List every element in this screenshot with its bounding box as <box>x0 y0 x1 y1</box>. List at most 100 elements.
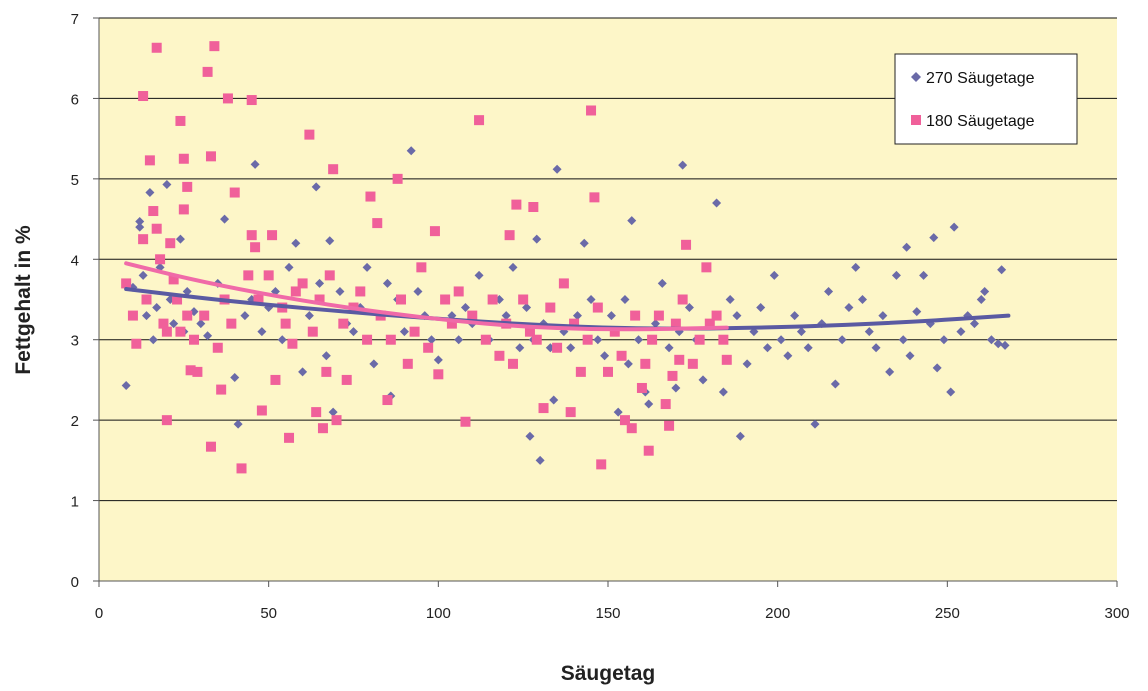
point-square <box>596 459 607 470</box>
point-diamond <box>579 238 589 248</box>
point-diamond <box>304 311 314 321</box>
point-square <box>603 366 613 377</box>
point-square <box>524 326 535 337</box>
point-diamond <box>382 278 392 288</box>
point-diamond <box>634 335 644 345</box>
point-diamond <box>762 343 772 353</box>
point-square <box>212 342 223 353</box>
point-square <box>270 374 281 385</box>
point-diamond <box>929 233 939 243</box>
legend-label-180: 180 Säugetage <box>926 113 1035 130</box>
point-square <box>558 278 569 289</box>
point-diamond <box>671 383 681 393</box>
point-square <box>250 242 261 253</box>
point-square <box>528 202 539 213</box>
point-square <box>681 239 692 250</box>
point-square <box>480 334 491 345</box>
point-square <box>372 218 383 229</box>
point-diamond <box>121 381 131 391</box>
point-square <box>297 278 308 289</box>
point-square <box>175 326 186 337</box>
point-square <box>538 403 549 414</box>
point-diamond <box>871 343 881 353</box>
x-tick-label: 250 <box>935 605 960 622</box>
point-square <box>131 338 142 349</box>
point-diamond <box>572 311 582 321</box>
point-diamond <box>644 399 654 409</box>
point-square <box>423 342 434 353</box>
point-diamond <box>135 222 145 232</box>
point-square <box>701 262 712 273</box>
point-diamond <box>902 242 912 252</box>
point-diamond <box>369 359 379 369</box>
point-diamond <box>803 343 813 353</box>
point-square <box>314 294 325 305</box>
point-square <box>474 115 485 126</box>
point-square <box>575 366 586 377</box>
point-square <box>205 441 216 452</box>
legend-marker-270 <box>911 72 921 82</box>
point-square <box>253 294 264 305</box>
point-square <box>151 42 162 53</box>
point-square <box>355 286 366 297</box>
point-diamond <box>311 182 321 192</box>
point-diamond <box>593 335 603 345</box>
point-square <box>138 91 149 102</box>
point-square <box>582 334 593 345</box>
point-diamond <box>997 265 1007 275</box>
point-square <box>236 463 247 474</box>
point-square <box>216 384 227 395</box>
point-square <box>287 338 298 349</box>
point-square <box>446 318 457 329</box>
point-diamond <box>623 359 633 369</box>
axis-ticks <box>93 17 1118 587</box>
x-tick-labels: 0 50 100 150 200 250 300 <box>95 605 1130 622</box>
point-diamond <box>742 359 752 369</box>
point-diamond <box>919 270 929 280</box>
point-square <box>643 445 654 456</box>
point-square <box>328 164 339 175</box>
point-diamond <box>756 303 766 313</box>
point-square <box>141 294 152 305</box>
point-diamond <box>240 311 250 321</box>
point-diamond <box>993 339 1003 349</box>
point-square <box>158 318 169 329</box>
point-square <box>341 374 352 385</box>
point-square <box>647 334 658 345</box>
point-square <box>552 342 563 353</box>
point-diamond <box>586 295 596 304</box>
point-square <box>205 151 216 162</box>
point-diamond <box>810 419 820 429</box>
point-diamond <box>508 262 518 272</box>
point-diamond <box>864 327 874 337</box>
point-square <box>609 326 620 337</box>
point-square <box>168 274 179 285</box>
point-diamond <box>1000 340 1010 350</box>
point-diamond <box>566 343 576 353</box>
trendline-0 <box>124 287 1011 331</box>
point-square <box>209 41 220 52</box>
point-square <box>660 399 671 410</box>
point-diamond <box>712 198 722 208</box>
point-diamond <box>532 234 542 244</box>
point-diamond <box>148 335 158 345</box>
point-diamond <box>325 236 335 246</box>
y-tick-label: 1 <box>71 494 79 511</box>
x-tick-label: 150 <box>595 605 620 622</box>
point-diamond <box>515 343 525 353</box>
point-diamond <box>321 351 331 361</box>
point-square <box>307 326 318 337</box>
point-square <box>416 262 427 273</box>
point-diamond <box>980 286 990 296</box>
point-diamond <box>142 311 152 321</box>
point-square <box>504 230 515 241</box>
point-square <box>670 318 681 329</box>
legend-label-270: 270 Säugetage <box>926 70 1035 87</box>
point-diamond <box>399 327 409 337</box>
point-square <box>151 223 162 234</box>
point-square <box>511 199 522 210</box>
point-square <box>626 423 637 434</box>
point-diamond <box>501 311 511 321</box>
point-diamond <box>684 303 694 313</box>
